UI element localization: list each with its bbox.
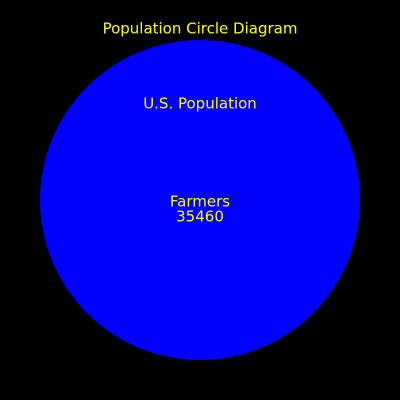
circle-label: U.S. Population: [143, 95, 257, 113]
us-population-circle: [40, 40, 360, 360]
diagram-title: Population Circle Diagram: [103, 20, 298, 38]
inner-label: Farmers: [170, 193, 230, 211]
inner-value: 35460: [176, 208, 224, 226]
